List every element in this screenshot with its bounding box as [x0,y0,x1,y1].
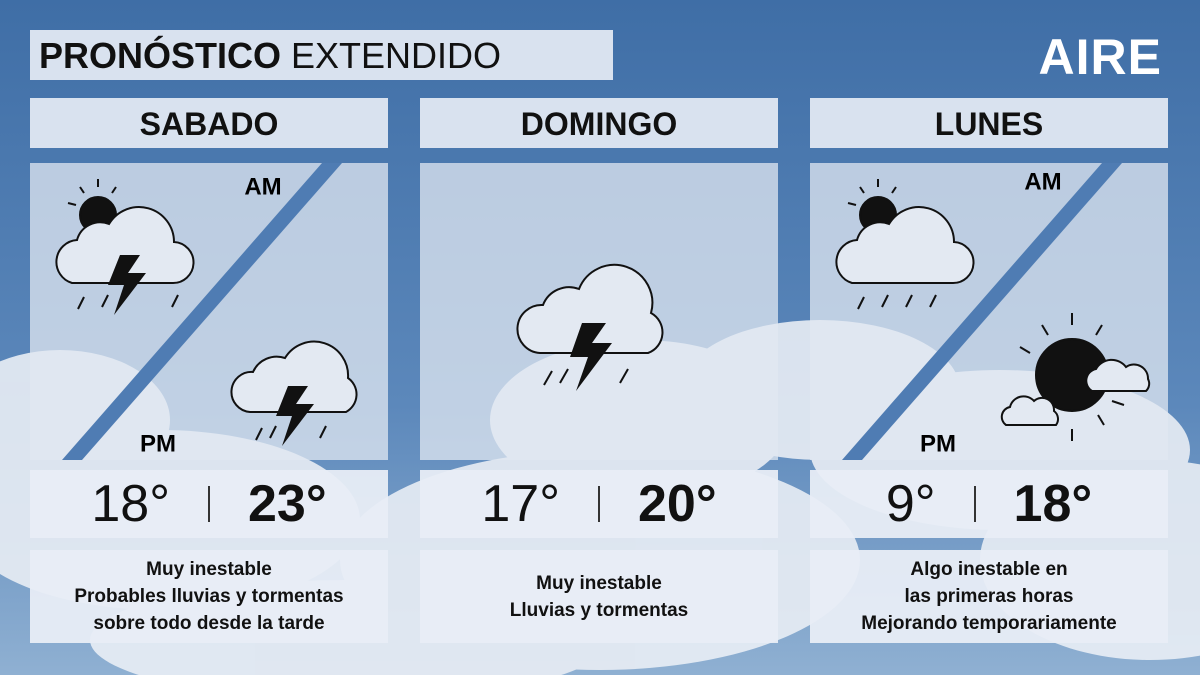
decoration [847,202,857,206]
temp-min: 18° [91,475,170,533]
brand-logo: AIRE [1038,29,1162,85]
decoration [171,294,179,308]
description-line: las primeras horas [904,586,1074,607]
description-line: Probables lluvias y tormentas [74,586,344,607]
decoration [62,163,342,460]
decoration [929,294,937,308]
description-line: Algo inestable en [910,559,1068,580]
storm-icon [516,263,664,391]
sun-storm-icon [55,179,195,315]
decoration [269,425,277,439]
decoration [67,179,117,206]
temperature-row: 9° 18° [810,470,1168,538]
decoration [881,294,889,308]
decoration [619,368,629,384]
day-name: SABADO [30,98,388,148]
decoration [570,323,612,391]
title-box: PRONÓSTICO EXTENDIDO [30,30,613,80]
decoration [516,263,664,354]
decoration [319,425,327,439]
title-light: EXTENDIDO [291,35,502,76]
decoration [77,296,85,310]
icon-panel [420,163,778,460]
decoration [67,202,77,206]
decoration [230,340,358,413]
description-line: Muy inestable [536,572,662,594]
day-name: LUNES [810,98,1168,148]
decoration [108,255,146,315]
temperature-row: 17° 20° [420,470,778,538]
icon-panel: AM PM [30,163,388,460]
decoration [1041,324,1049,336]
temp-max: 23° [248,475,327,533]
description-line: Mejorando temporariamente [861,613,1117,634]
decoration [543,370,553,386]
decoration [1085,358,1151,392]
temp-min: 17° [481,475,560,533]
description-line: sobre todo desde la tarde [93,613,325,634]
day-name: DOMINGO [420,98,778,148]
title-bold: PRONÓSTICO [39,35,282,76]
decoration [1019,346,1031,354]
decoration [1097,414,1105,426]
sun-rain-icon [835,179,975,310]
pm-label: PM [920,430,956,457]
am-label: AM [244,173,281,200]
description: Muy inestable Probables lluvias y torment… [30,550,388,643]
decoration [1095,324,1103,336]
temperature-row: 18° 23° [30,470,388,538]
description: Muy inestable Lluvias y tormentas [420,550,778,643]
pm-label: PM [140,430,176,457]
decoration [255,427,263,441]
decoration [101,294,109,308]
decoration [1000,395,1059,426]
description-line: Muy inestable [146,559,272,580]
icon-panel: AM PM [810,163,1168,460]
decoration [859,186,865,194]
decoration [559,368,569,384]
description-line: Lluvias y tormentas [509,599,689,621]
temp-min: 9° [885,475,936,533]
separator [208,486,210,522]
temp-max: 18° [1013,475,1093,533]
temp-max: 20° [638,475,717,533]
decoration [79,186,85,194]
storm-icon [230,340,358,446]
decoration [55,206,195,285]
decoration [835,206,975,285]
decoration [111,186,117,194]
decoration [276,386,314,446]
decoration [1111,400,1125,406]
separator [973,486,976,522]
am-label: AM [1024,168,1061,195]
separator [598,486,600,522]
sun-cloud-icon [1000,313,1151,441]
decoration [891,186,897,194]
decoration [842,163,1122,460]
decoration [905,294,913,308]
description: Algo inestable en las primeras horas Mejor… [810,550,1168,643]
decoration [857,296,865,310]
